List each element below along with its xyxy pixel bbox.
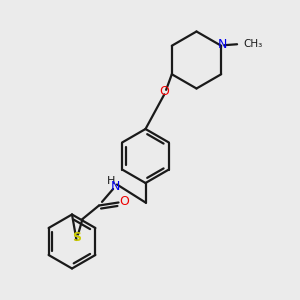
Text: CH₃: CH₃ bbox=[244, 39, 263, 49]
Text: S: S bbox=[72, 231, 81, 244]
Text: N: N bbox=[218, 38, 227, 51]
Text: O: O bbox=[159, 85, 169, 98]
Text: H: H bbox=[107, 176, 115, 187]
Text: O: O bbox=[119, 195, 129, 208]
Text: N: N bbox=[111, 179, 120, 193]
